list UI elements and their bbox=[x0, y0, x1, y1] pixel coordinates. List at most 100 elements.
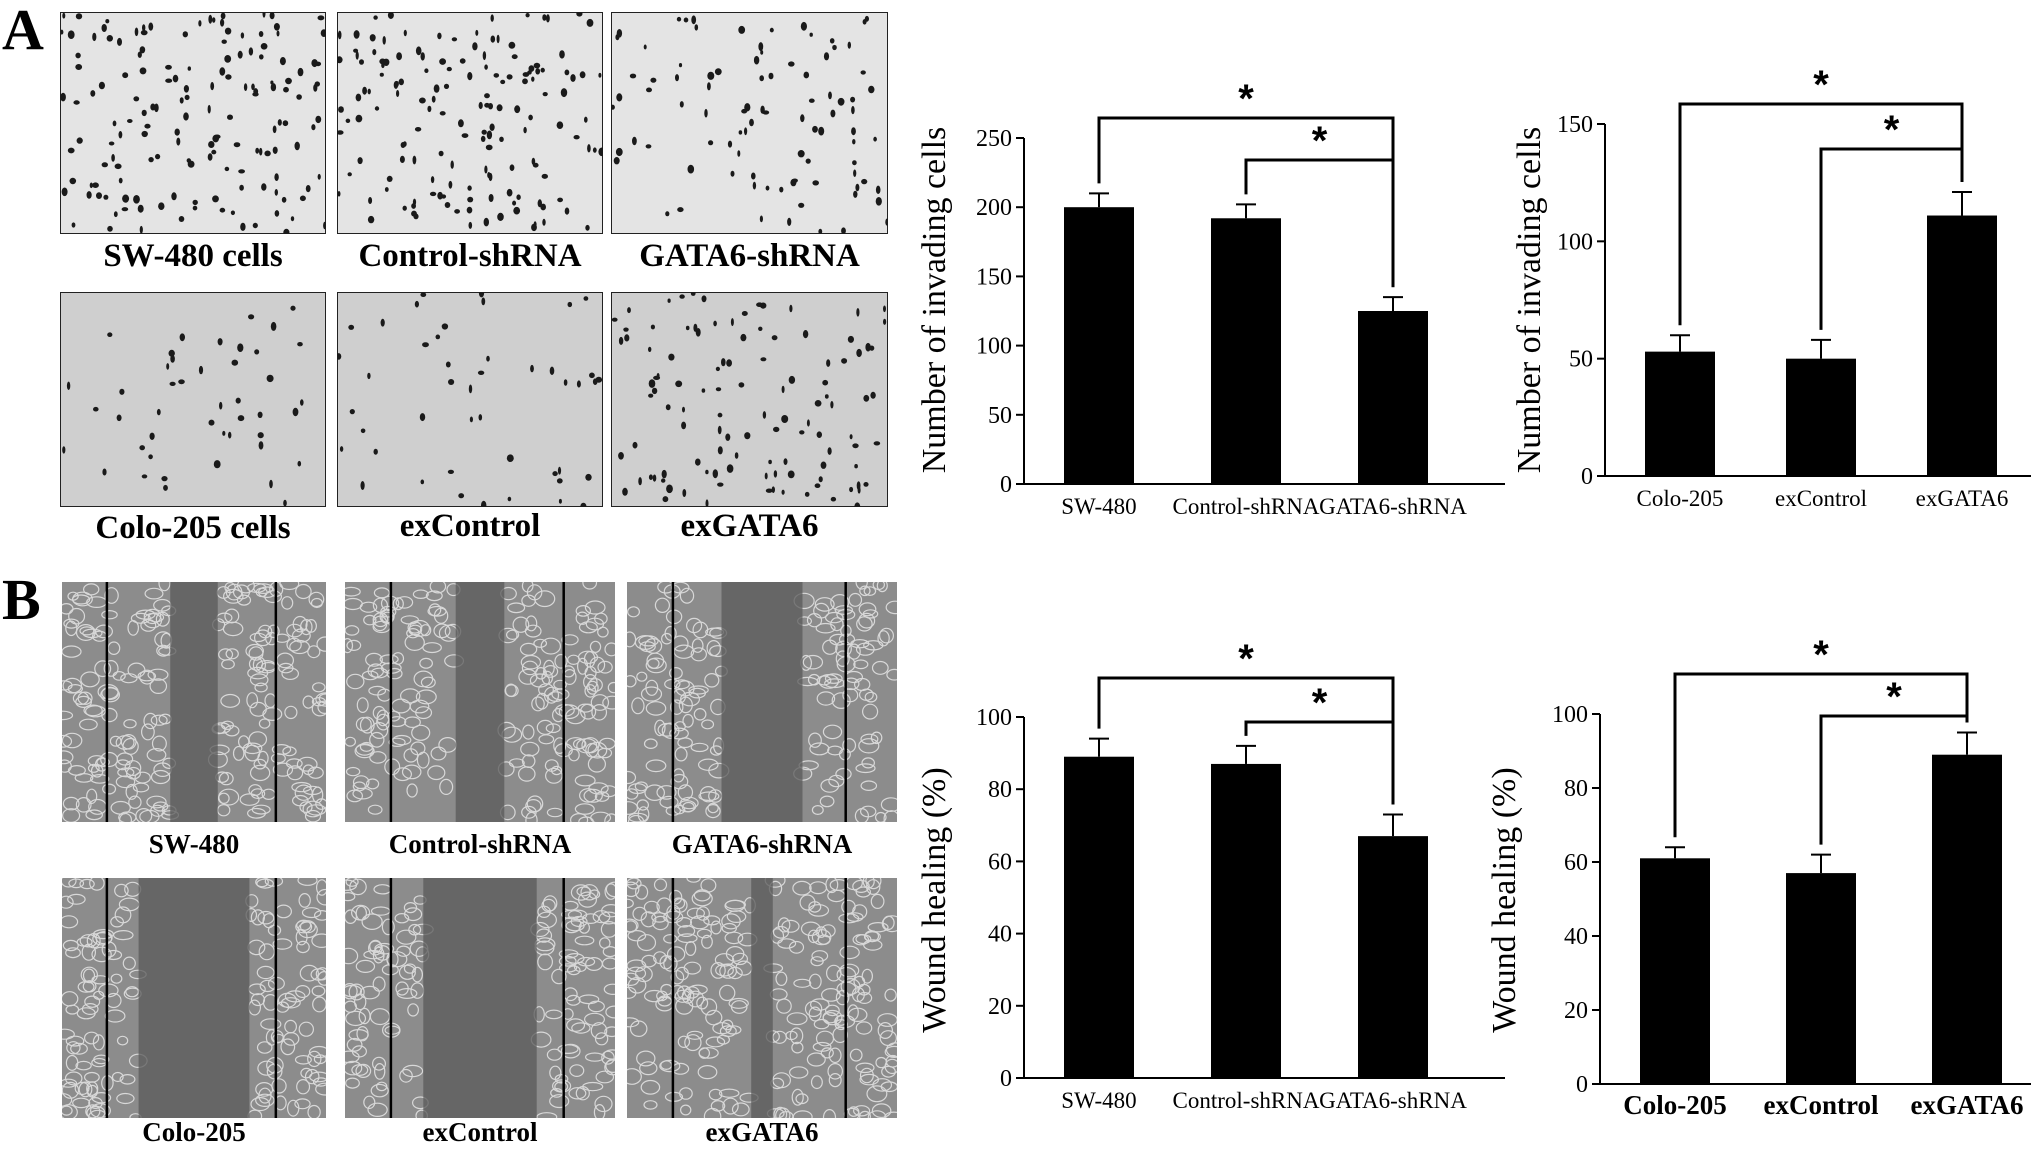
y-tick-label: 250 bbox=[976, 126, 1012, 152]
significance-bracket bbox=[1673, 672, 1969, 838]
x-tick-label: GATA6-shRNA bbox=[1319, 494, 1467, 519]
bar bbox=[1645, 351, 1715, 476]
bar bbox=[1640, 858, 1710, 1084]
micrograph-image bbox=[337, 12, 603, 234]
significance-bracket bbox=[1819, 714, 1969, 845]
micrograph-image bbox=[345, 878, 615, 1118]
micrograph-exgata6-wound bbox=[627, 878, 897, 1118]
micrograph-image bbox=[611, 12, 888, 234]
caption-b-bottom-2: exControl bbox=[422, 1117, 538, 1147]
significance-star: * bbox=[1884, 108, 1900, 152]
y-tick-label: 100 bbox=[976, 705, 1012, 731]
y-tick-label: 60 bbox=[988, 849, 1012, 875]
caption-a-bottom-2: exControl bbox=[399, 508, 541, 544]
micrograph-image bbox=[627, 582, 897, 822]
x-tick-label: Control-shRNA bbox=[1173, 494, 1320, 519]
micrograph-control-shrna-invasion bbox=[337, 12, 603, 234]
caption-b-top-3: GATA6-shRNA bbox=[671, 829, 853, 859]
significance-star: * bbox=[1813, 633, 1829, 677]
y-tick-label: 20 bbox=[1564, 998, 1588, 1024]
bar bbox=[1064, 207, 1134, 484]
y-tick-label: 150 bbox=[976, 264, 1012, 290]
y-tick-label: 0 bbox=[1000, 472, 1012, 498]
micrograph-gata6-shrna-wound bbox=[627, 582, 897, 822]
y-tick-label: 60 bbox=[1564, 850, 1588, 876]
micrograph-colo205-wound bbox=[62, 878, 326, 1118]
significance-star: * bbox=[1813, 63, 1829, 107]
y-tick-label: 40 bbox=[988, 922, 1012, 948]
micrograph-sw480-invasion bbox=[60, 12, 326, 234]
x-tick-label: Colo-205 bbox=[1623, 1090, 1727, 1120]
micrograph-control-shrna-wound bbox=[345, 582, 615, 822]
y-axis-label: Number of invading cells bbox=[916, 127, 953, 474]
x-tick-label: SW-480 bbox=[1061, 1088, 1136, 1113]
y-tick-label: 50 bbox=[1569, 347, 1593, 373]
chart-svg: 0 50 100 150 200 250 Number of invading cells S… bbox=[916, 77, 1505, 519]
y-axis-label: Number of invading cells bbox=[1511, 127, 1548, 474]
micrograph-image bbox=[611, 292, 888, 507]
chart-wound-sw480: 0 20 40 60 80 100 Wound healing (%) SW-480 Contr… bbox=[916, 637, 1505, 1113]
y-tick-label: 80 bbox=[988, 777, 1012, 803]
caption-a-bottom-3: exGATA6 bbox=[680, 508, 819, 544]
significance-bracket bbox=[1244, 158, 1395, 288]
significance-star: * bbox=[1238, 637, 1254, 681]
y-tick-label: 150 bbox=[1557, 112, 1593, 138]
y-axis-label: Wound healing (%) bbox=[916, 767, 953, 1032]
y-tick-label: 100 bbox=[1557, 229, 1593, 255]
significance-bracket bbox=[1244, 720, 1395, 805]
caption-a-top-3: GATA6-shRNA bbox=[639, 238, 860, 274]
significance-star: * bbox=[1886, 675, 1902, 719]
micrograph-gata6-shrna-invasion bbox=[611, 12, 888, 234]
bar bbox=[1786, 358, 1856, 476]
caption-a-top-2: Control-shRNA bbox=[358, 238, 582, 274]
caption-b-bottom-3: exGATA6 bbox=[705, 1117, 819, 1147]
caption-b-bottom-1: Colo-205 bbox=[142, 1117, 246, 1147]
caption-b-top-2: Control-shRNA bbox=[388, 829, 572, 859]
micrograph-colo205-invasion bbox=[60, 292, 326, 507]
x-tick-label: exGATA6 bbox=[1911, 1090, 2024, 1120]
y-tick-label: 80 bbox=[1564, 776, 1588, 802]
significance-star: * bbox=[1312, 681, 1328, 725]
x-tick-label: Colo-205 bbox=[1637, 486, 1724, 511]
y-tick-label: 50 bbox=[988, 403, 1012, 429]
y-tick-label: 0 bbox=[1576, 1072, 1588, 1098]
chart-invasion-sw480: 0 50 100 150 200 250 Number of invading cells S… bbox=[0, 0, 1505, 520]
significance-star: * bbox=[1238, 77, 1254, 121]
x-tick-label: GATA6-shRNA bbox=[1319, 1088, 1467, 1113]
bar bbox=[1064, 756, 1134, 1078]
bar bbox=[1358, 311, 1428, 484]
significance-bracket bbox=[1678, 102, 1964, 326]
x-tick-label: SW-480 bbox=[1061, 494, 1136, 519]
significance-bracket bbox=[1819, 147, 1964, 330]
chart-svg: 0 20 40 60 80 100 Wound healing (%) SW-480 Contr… bbox=[916, 637, 1505, 1113]
y-tick-label: 100 bbox=[976, 334, 1012, 360]
bar bbox=[1932, 754, 2002, 1084]
x-tick-label: Control-shRNA bbox=[1173, 1088, 1320, 1113]
y-tick-label: 20 bbox=[988, 994, 1012, 1020]
micrograph-image bbox=[627, 878, 897, 1118]
caption-b-top-1: SW-480 bbox=[148, 829, 240, 859]
x-tick-label: exGATA6 bbox=[1916, 486, 2009, 511]
caption-a-top-1: SW-480 cells bbox=[103, 238, 283, 274]
y-axis-label: Wound healing (%) bbox=[1486, 767, 1523, 1032]
x-tick-label: exControl bbox=[1764, 1090, 1879, 1120]
y-tick-label: 0 bbox=[1581, 464, 1593, 490]
micrograph-image bbox=[60, 292, 326, 507]
micrograph-image bbox=[337, 292, 603, 507]
panel-label-b: B bbox=[2, 567, 41, 632]
caption-a-bottom-1: Colo-205 cells bbox=[95, 510, 291, 546]
bar bbox=[1211, 763, 1281, 1078]
chart-invasion-colo205: 0 50 100 150 Number of invading cells Colo-20… bbox=[0, 0, 2031, 520]
micrograph-exgata6-invasion bbox=[611, 292, 888, 507]
micrograph-image bbox=[62, 582, 326, 822]
chart-svg: 0 50 100 150 Number of invading cells Colo-20… bbox=[1511, 63, 2031, 511]
y-tick-label: 200 bbox=[976, 195, 1012, 221]
y-tick-label: 40 bbox=[1564, 924, 1588, 950]
bar bbox=[1358, 836, 1428, 1078]
micrograph-image bbox=[345, 582, 615, 822]
significance-star: * bbox=[1312, 119, 1328, 163]
micrograph-excontrol-invasion bbox=[337, 292, 603, 507]
bar bbox=[1786, 873, 1856, 1084]
micrograph-excontrol-wound bbox=[345, 878, 615, 1118]
